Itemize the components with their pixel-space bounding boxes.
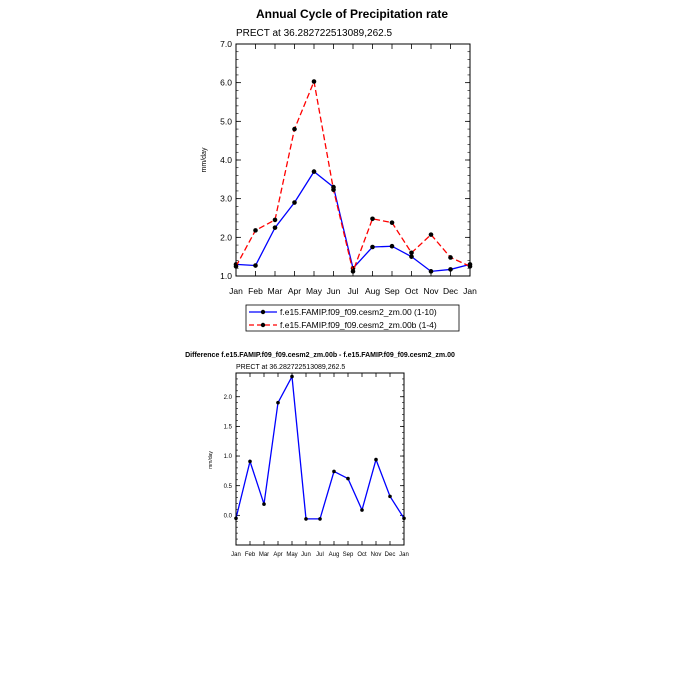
series-1-point (304, 517, 308, 521)
chart2-plot-frame (235, 372, 405, 546)
chart2-subtitle: PRECT at 36.282722513089,262.5 (236, 364, 345, 371)
series-1-point (318, 517, 322, 521)
x-tick-label: Dec (385, 552, 396, 558)
series-2-point (409, 250, 414, 256)
series-2-point (448, 255, 453, 260)
x-tick-label: Jul (348, 286, 359, 296)
series-1-point (389, 243, 395, 249)
legend-label-series-2: f.e15.FAMIP.f09_f09.cesm2_zm.00b (1-4) (280, 320, 437, 330)
series-line-1 (235, 374, 405, 520)
series-1-point (428, 269, 434, 274)
chart2-title: Difference f.e15.FAMIP.f09_f09.cesm2_zm.… (185, 352, 455, 359)
series-line-2 (235, 79, 471, 274)
series-1-point (388, 494, 392, 499)
series-1-point (248, 459, 252, 464)
series-1-point (370, 244, 375, 250)
x-tick-label: Nov (423, 286, 439, 296)
y-tick-label: 0.0 (224, 513, 233, 519)
x-tick-label: Sep (343, 552, 354, 558)
series-1-point (311, 169, 317, 174)
series-2-point (272, 217, 278, 223)
x-tick-label: Feb (245, 552, 256, 558)
x-tick-label: May (306, 286, 323, 296)
x-tick-label: Mar (259, 552, 269, 558)
y-tick-label: 1.0 (220, 271, 232, 281)
series-1-point (332, 469, 336, 474)
x-tick-label: Apr (288, 286, 301, 296)
y-tick-label: 1.5 (224, 424, 233, 430)
series-1-point (253, 263, 258, 268)
x-tick-label: Jan (399, 552, 409, 558)
x-tick-label: Jan (463, 286, 477, 296)
y-tick-label: 7.0 (220, 39, 232, 49)
x-tick-label: Oct (405, 286, 419, 296)
chart1-legend-box (245, 304, 460, 332)
y-tick-label: 2.0 (224, 395, 233, 401)
y-tick-label: 5.0 (220, 116, 232, 126)
chart1-subtitle: PRECT at 36.282722513089,262.5 (236, 28, 392, 39)
x-tick-label: Apr (273, 552, 282, 558)
chart1-plot-frame (235, 43, 471, 277)
series-1-point (346, 476, 350, 481)
y-tick-label: 6.0 (220, 78, 232, 88)
x-tick-label: Jan (231, 552, 241, 558)
y-tick-label: 2.0 (220, 232, 232, 242)
series-1-point (374, 457, 378, 462)
series-1-point (262, 502, 266, 506)
series-2-point (331, 187, 336, 193)
series-1-point (290, 374, 294, 379)
legend-marker-series-1 (260, 309, 266, 315)
x-tick-label: Oct (357, 552, 367, 558)
x-tick-label: Aug (329, 552, 340, 558)
x-tick-label: Dec (443, 286, 459, 296)
series-1-point (448, 267, 453, 272)
x-tick-label: Nov (371, 552, 382, 558)
x-tick-label: May (286, 552, 297, 558)
y-tick-label: 0.5 (224, 484, 233, 490)
chart2-y-axis-label: mm/day (208, 451, 214, 469)
x-tick-label: Aug (365, 286, 380, 296)
series-2-point (370, 216, 375, 222)
difference-chart: Difference f.e15.FAMIP.f09_f09.cesm2_zm.… (185, 352, 455, 558)
x-tick-label: Jan (229, 286, 243, 296)
legend-marker-series-2 (260, 322, 266, 328)
series-1-point (272, 225, 278, 230)
series-2-point (428, 232, 434, 237)
x-tick-label: Mar (268, 286, 283, 296)
series-2-point (253, 228, 258, 233)
series-1-point (409, 254, 414, 259)
series-2-point (292, 126, 297, 132)
chart1-y-axis-label: mm/day (201, 147, 208, 172)
x-tick-label: Jun (301, 552, 311, 558)
series-1-point (292, 200, 297, 205)
chart1-title: Annual Cycle of Precipitation rate (256, 7, 448, 21)
x-tick-label: Feb (248, 286, 263, 296)
x-tick-label: Jun (327, 286, 341, 296)
x-tick-label: Sep (384, 286, 399, 296)
chart1-ticks: Jan Feb Mar Apr May Jun Jul Aug Sep Oct Nov Dec Jan 1… (220, 39, 477, 296)
series-1-point (276, 400, 280, 405)
series-2-point (311, 79, 317, 84)
series-1-point (360, 508, 364, 512)
series-2-point (389, 220, 395, 225)
chart2-series (234, 374, 406, 521)
chart1-legend: f.e15.FAMIP.f09_f09.cesm2_zm.00 (1-10) f… (245, 304, 460, 332)
y-tick-label: 1.0 (224, 454, 233, 460)
y-tick-label: 3.0 (220, 194, 232, 204)
series-2-point (350, 269, 356, 274)
y-tick-label: 4.0 (220, 155, 232, 165)
annual-cycle-chart: Annual Cycle of Precipitation rate PRECT… (201, 7, 477, 332)
x-tick-label: Jul (316, 552, 324, 558)
legend-label-series-1: f.e15.FAMIP.f09_f09.cesm2_zm.00 (1-10) (280, 307, 437, 317)
chart1-series (233, 79, 473, 274)
